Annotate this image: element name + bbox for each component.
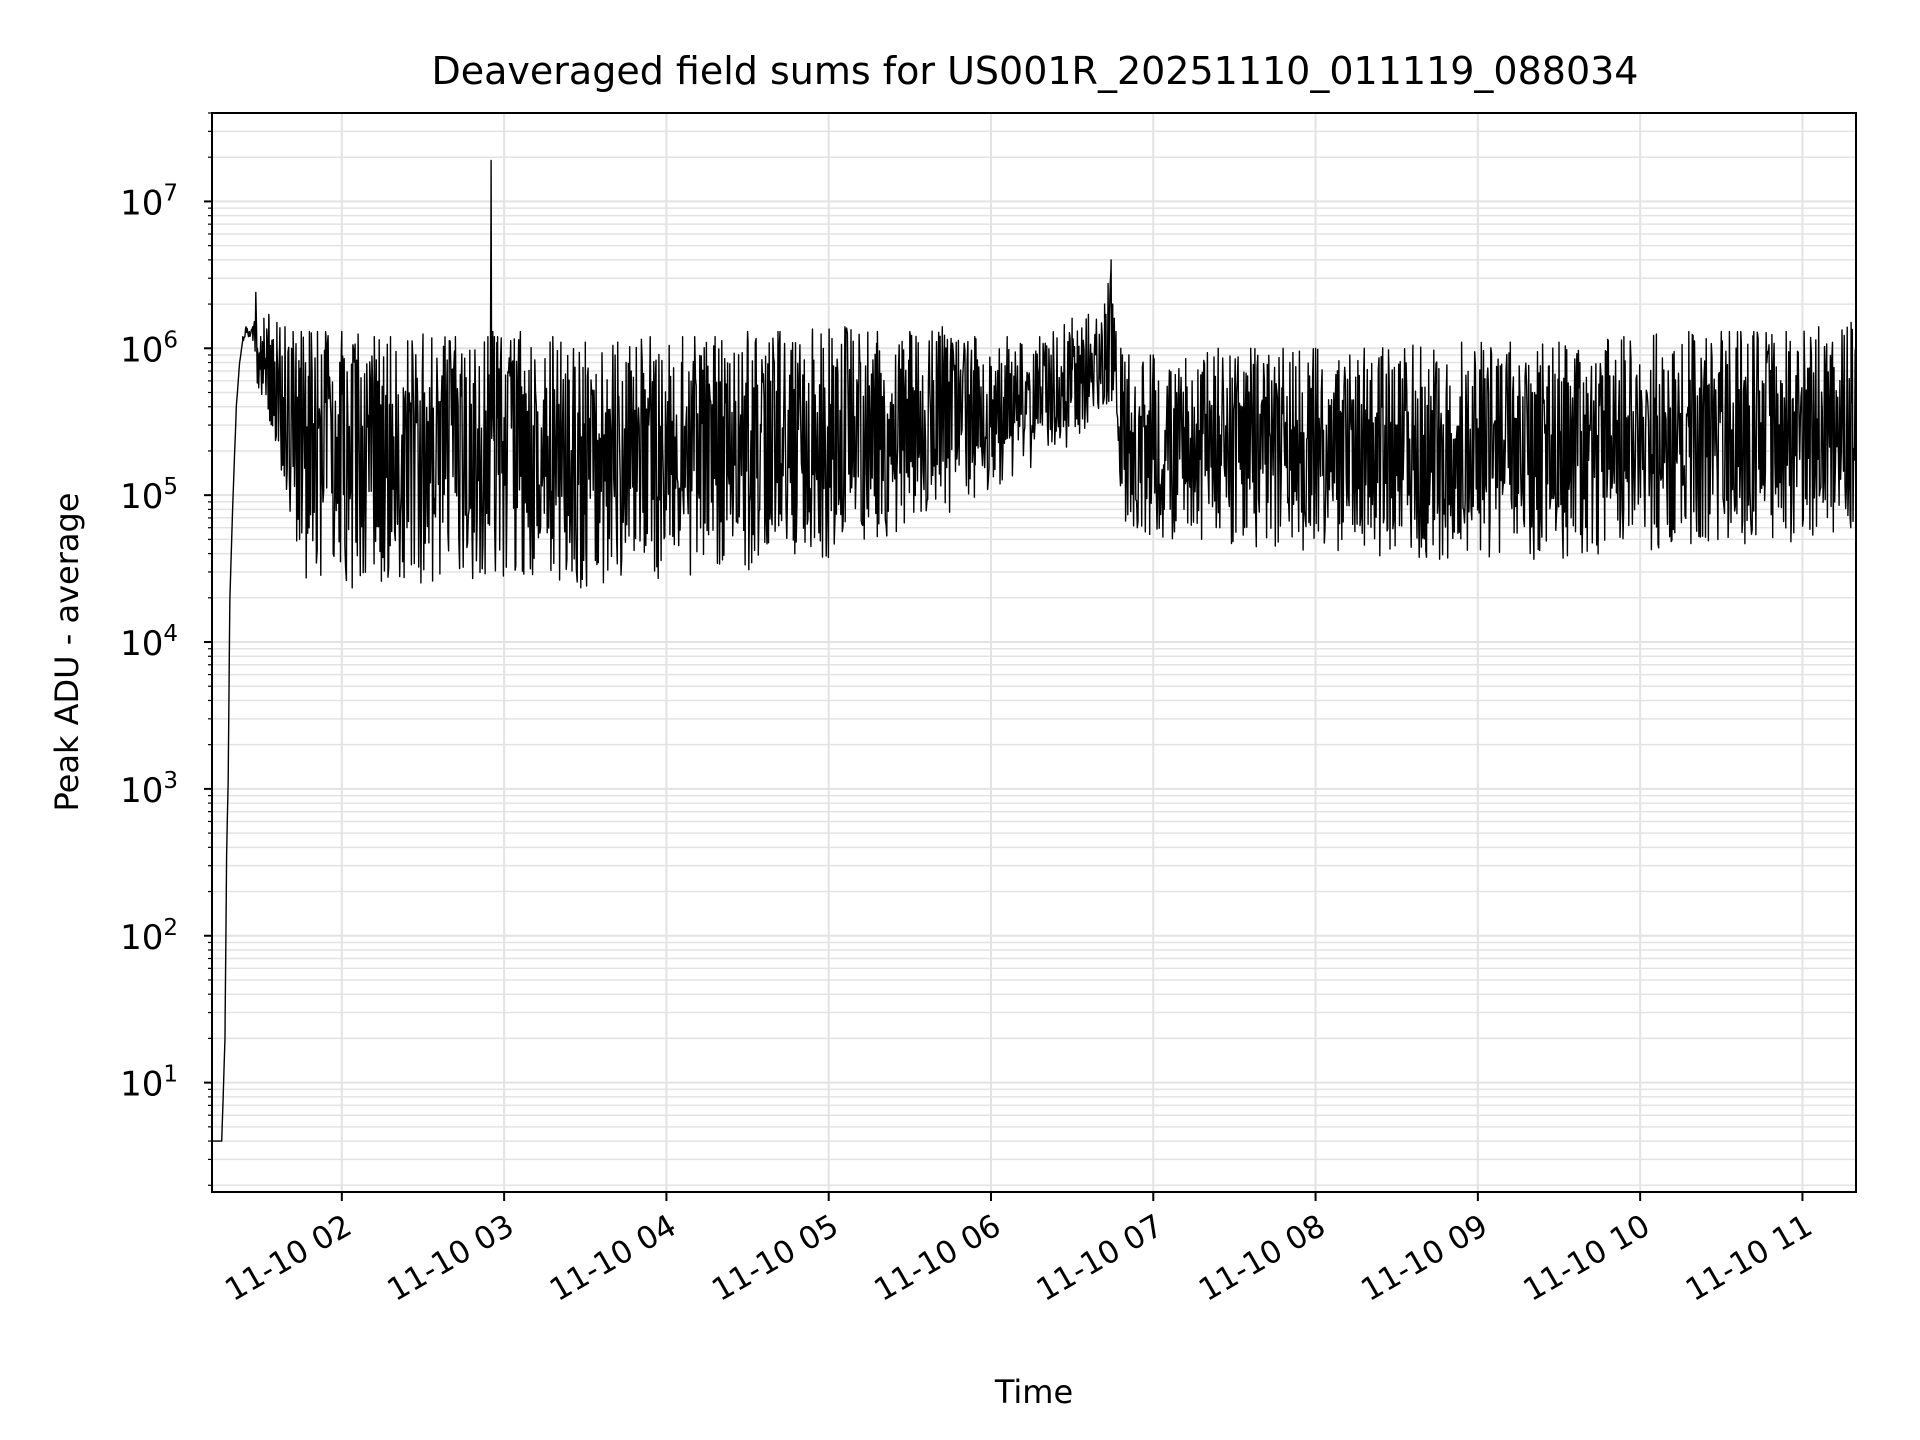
data-line: [211, 159, 1857, 1142]
x-axis-label: Time: [994, 1373, 1073, 1411]
y-tick-label: 102: [120, 915, 178, 958]
y-tick-label: 107: [120, 180, 178, 223]
y-tick-label: 103: [120, 768, 178, 811]
chart-title: Deaveraged field sums for US001R_2025111…: [432, 49, 1639, 93]
y-tick-label: 101: [120, 1062, 178, 1105]
y-tick-label: 104: [120, 621, 178, 664]
y-tick-label: 106: [120, 327, 178, 370]
y-tick-label: 105: [120, 474, 178, 517]
grid-layer: [212, 112, 1856, 1192]
plot-area-frame: [211, 112, 1857, 1193]
series-layer: [211, 159, 1857, 1142]
y-axis-label: Peak ADU - average: [48, 493, 86, 812]
